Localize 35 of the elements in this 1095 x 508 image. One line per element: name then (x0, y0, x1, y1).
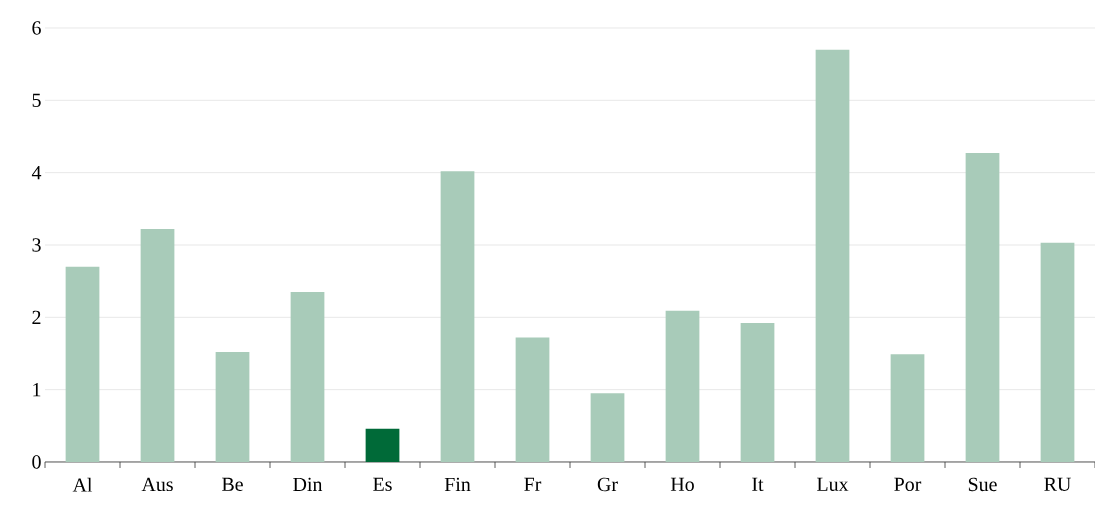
x-tick-label: Por (894, 477, 922, 491)
bar (290, 292, 325, 462)
x-tick-label: Aus (141, 477, 173, 492)
x-tick-label: Fr (524, 477, 542, 491)
bar (815, 49, 850, 462)
x-tick-label: Ho (670, 477, 694, 491)
x-tick-label: Es (373, 477, 392, 491)
x-tick-label: Al (72, 477, 93, 492)
bar (665, 310, 700, 462)
bar (965, 153, 1000, 462)
bar (140, 229, 175, 462)
x-tick-label: RU (1044, 477, 1071, 491)
x-tick-label: Gr (597, 477, 618, 492)
y-tick-label: 6 (32, 21, 41, 35)
y-tick-label: 1 (33, 383, 41, 397)
bar (440, 171, 475, 462)
x-tick-label: Fin (444, 477, 471, 491)
bar (890, 354, 925, 462)
bar (215, 352, 250, 462)
bar (365, 428, 400, 462)
bar (740, 323, 775, 462)
bar (515, 337, 550, 462)
y-tick-label: 3 (32, 238, 41, 252)
bar (65, 266, 100, 462)
y-tick-label: 4 (31, 166, 42, 180)
y-tick-label: 2 (32, 310, 41, 324)
bar (590, 393, 625, 462)
x-tick-label: Sue (968, 477, 997, 492)
bar (1040, 242, 1075, 462)
y-tick-label: 5 (32, 93, 41, 107)
x-tick-label: Lux (817, 477, 849, 491)
x-tick-label: Be (222, 477, 243, 491)
x-tick-label: It (752, 477, 764, 491)
x-tick-label: Din (293, 477, 323, 491)
y-tick-label: 0 (32, 455, 41, 469)
